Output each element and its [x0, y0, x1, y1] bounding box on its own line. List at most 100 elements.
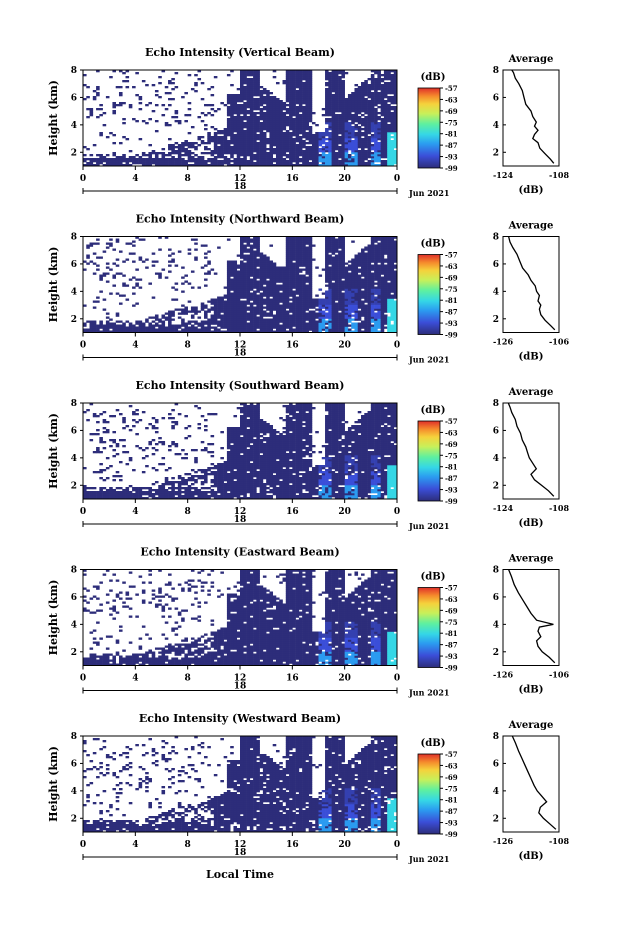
heatmap-cell: [256, 150, 260, 152]
heatmap-cell: [377, 255, 381, 257]
heatmap-cell: [233, 148, 237, 150]
heatmap-cell: [286, 245, 290, 247]
heatmap-cell: [354, 281, 358, 283]
heatmap-cell: [289, 110, 293, 112]
heatmap-cell: [358, 295, 362, 297]
heatmap-cell: [162, 317, 166, 319]
heatmap-cell: [283, 285, 287, 287]
heatmap-cell: [338, 247, 342, 249]
heatmap-cell: [269, 327, 273, 329]
heatmap-cell: [217, 307, 221, 309]
heatmap-cell: [302, 251, 306, 253]
heatmap-cell: [168, 329, 172, 331]
heatmap-cell: [181, 142, 185, 144]
heatmap-cell: [299, 124, 303, 126]
heatmap-cell: [364, 275, 368, 277]
heatmap-cell: [305, 265, 309, 267]
heatmap-cell: [351, 92, 355, 94]
heatmap-cell: [328, 76, 332, 78]
heatmap-cell: [286, 72, 290, 74]
heatmap-cell: [289, 283, 293, 285]
heatmap-cell: [253, 327, 257, 329]
heatmap-cell: [338, 110, 342, 112]
heatmap-cell: [247, 148, 251, 150]
heatmap-cell: [263, 287, 267, 289]
heatmap-cell: [250, 102, 254, 104]
heatmap-cell: [197, 158, 201, 160]
heatmap-cell: [289, 128, 293, 130]
heatmap-cell: [305, 293, 309, 295]
heatmap-cell: [335, 136, 339, 138]
heatmap-cell: [283, 142, 287, 144]
heatmap-cell: [286, 293, 290, 295]
heatmap-cell: [289, 134, 293, 136]
heatmap-cell: [256, 130, 260, 132]
heatmap-cell: [250, 299, 254, 301]
heatmap-cell: [126, 138, 130, 140]
heatmap-cell: [345, 323, 349, 325]
heatmap-cell: [368, 255, 372, 257]
heatmap-cell: [371, 98, 375, 100]
heatmap-cell: [214, 309, 218, 311]
heatmap-cell: [243, 130, 247, 132]
heatmap-cell: [338, 118, 342, 120]
heatmap-cell: [341, 317, 345, 319]
heatmap-cell: [175, 158, 179, 160]
heatmap-cell: [227, 319, 231, 321]
heatmap-cell: [338, 243, 342, 245]
heatmap-cell: [247, 249, 251, 251]
heatmap-cell: [384, 146, 388, 148]
heatmap-cell: [230, 327, 234, 329]
heatmap-cell: [332, 160, 336, 162]
heatmap-cell: [328, 319, 332, 321]
heatmap-cell: [381, 297, 385, 299]
heatmap-cell: [361, 271, 365, 273]
heatmap-cell: [361, 118, 365, 120]
heatmap-cell: [384, 76, 388, 78]
heatmap-cell: [374, 102, 378, 104]
heatmap-cell: [188, 329, 192, 331]
heatmap-cell: [289, 78, 293, 80]
heatmap-cell: [148, 325, 152, 327]
heatmap-cell: [325, 72, 329, 74]
heatmap-cell: [312, 156, 316, 158]
heatmap-cell: [309, 146, 313, 148]
heatmap-cell: [109, 323, 113, 325]
heatmap-cell: [384, 144, 388, 146]
heatmap-cell: [302, 136, 306, 138]
heatmap-cell: [116, 162, 120, 164]
heatmap-cell: [296, 241, 300, 243]
heatmap-cell: [332, 273, 336, 275]
heatmap-cell: [351, 305, 355, 307]
heatmap-cell: [302, 243, 306, 245]
heatmap-cell: [106, 325, 110, 327]
heatmap-cell: [341, 321, 345, 323]
heatmap-cell: [335, 128, 339, 130]
heatmap-cell: [341, 112, 345, 114]
heatmap-cell: [266, 327, 270, 329]
heatmap-cell: [233, 144, 237, 146]
heatmap-cell: [289, 82, 293, 84]
heatmap-cell: [364, 118, 368, 120]
heatmap-cell: [240, 76, 244, 78]
heatmap-cell: [302, 122, 306, 124]
heatmap-cell: [390, 148, 394, 150]
heatmap-cell: [90, 112, 94, 114]
heatmap-cell: [371, 148, 375, 150]
heatmap-cell: [220, 301, 224, 303]
heatmap-cell: [358, 291, 362, 293]
heatmap-cell: [328, 82, 332, 84]
heatmap-cell: [351, 319, 355, 321]
heatmap-cell: [312, 142, 316, 144]
heatmap-cell: [240, 144, 244, 146]
heatmap-cell: [247, 116, 251, 118]
heatmap-cell: [374, 134, 378, 136]
heatmap-cell: [112, 162, 116, 164]
heatmap-cell: [269, 295, 273, 297]
heatmap-cell: [296, 74, 300, 76]
heatmap-cell: [299, 239, 303, 241]
heatmap-cell: [165, 277, 169, 279]
heatmap-cell: [260, 283, 264, 285]
heatmap-cell: [305, 259, 309, 261]
